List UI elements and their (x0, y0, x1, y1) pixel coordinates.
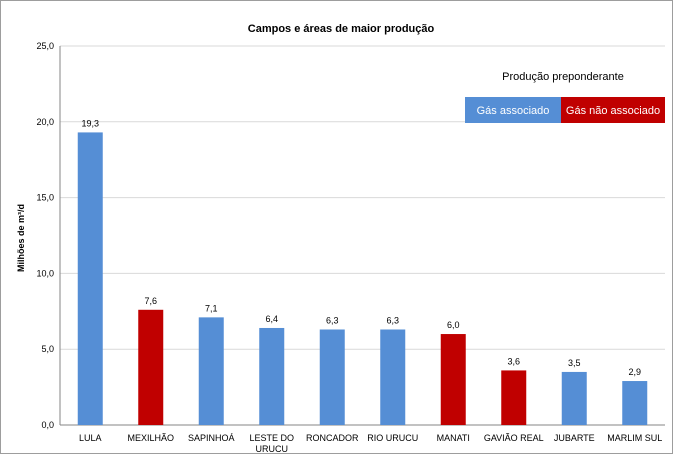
x-tick-label: RIO URUCU (367, 433, 418, 443)
y-axis-label: Milhões de m³/d (16, 204, 26, 272)
x-tick-label: MEXILHÃO (127, 433, 174, 443)
y-tick-label: 0,0 (41, 420, 54, 430)
x-tick-label: MARLIM SUL (607, 433, 662, 443)
legend-title: Produção preponderante (502, 71, 624, 83)
y-tick-label: 5,0 (41, 344, 54, 354)
data-label: 6,0 (447, 320, 460, 330)
y-tick-label: 10,0 (36, 268, 54, 278)
bar (77, 132, 103, 426)
x-tick-label: LESTE DO (249, 433, 294, 443)
bar (319, 329, 345, 425)
data-label: 6,3 (386, 315, 399, 325)
data-label: 7,6 (144, 296, 157, 306)
x-tick-label: RONCADOR (306, 433, 359, 443)
data-label: 3,6 (507, 356, 520, 366)
chart-title: Campos e áreas de maior produção (248, 23, 435, 35)
x-tick-label: SAPINHOÁ (188, 433, 235, 443)
bar (198, 317, 224, 425)
data-label: 2,9 (628, 367, 641, 377)
y-tick-label: 15,0 (36, 193, 54, 203)
bar (259, 327, 285, 425)
bar (501, 370, 527, 425)
data-label: 6,3 (326, 315, 339, 325)
data-label: 19,3 (81, 118, 99, 128)
x-tick-label: URUCU (256, 444, 289, 454)
data-label: 6,4 (265, 314, 278, 324)
x-tick-label: GAVIÃO REAL (484, 433, 544, 443)
legend: Produção preponderante Gás associado Gás … (465, 71, 665, 123)
y-tick-label: 25,0 (36, 41, 54, 51)
bar (440, 334, 466, 425)
bar (561, 371, 587, 425)
legend-swatch (561, 97, 665, 123)
bars (77, 132, 648, 426)
data-label: 7,1 (205, 303, 218, 313)
legend-label: Gás associado (477, 105, 550, 117)
value-labels: 19,3 7,6 7,1 6,4 6,3 6,3 6,0 3,6 3,5 2,9 (81, 118, 641, 377)
legend-label: Gás não associado (566, 105, 660, 117)
legend-swatch (465, 97, 561, 123)
data-label: 3,5 (568, 358, 581, 368)
y-axis-ticks: 0,0 5,0 10,0 15,0 20,0 25,0 (36, 41, 54, 430)
x-tick-label: LULA (79, 433, 102, 443)
bar (380, 329, 406, 425)
bar (138, 309, 164, 425)
x-tick-label: JUBARTE (554, 433, 595, 443)
x-tick-label: MANATI (437, 433, 470, 443)
y-tick-label: 20,0 (36, 117, 54, 127)
bar (622, 381, 648, 425)
